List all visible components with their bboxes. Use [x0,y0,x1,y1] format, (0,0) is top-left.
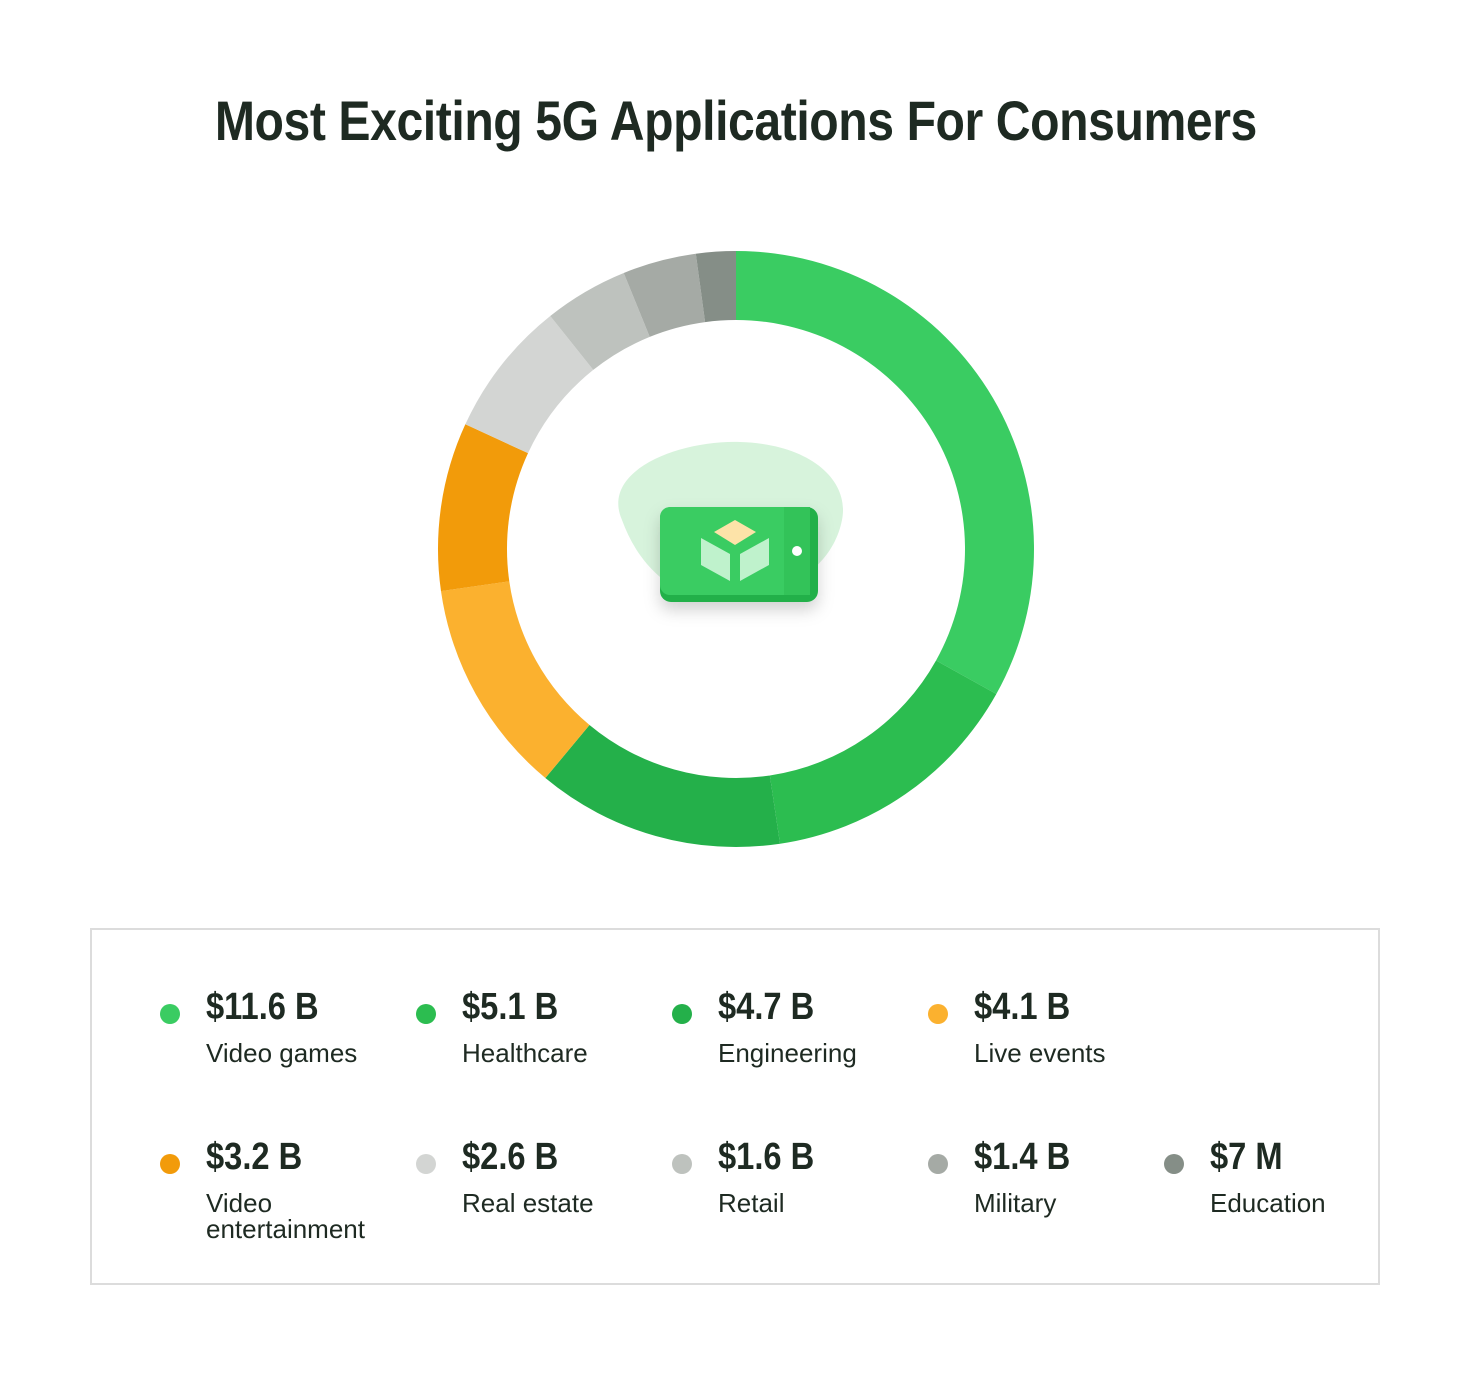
legend-label: Video games [206,1038,358,1068]
donut-segment-retail [550,272,650,370]
legend-label: Education [1210,1188,1326,1218]
legend-dot [416,1154,436,1174]
donut-segment-engineering [545,725,781,847]
legend-value: $2.6 B [462,1136,559,1178]
legend-label: Engineering [718,1038,857,1068]
donut-segment-military [623,253,706,337]
legend-label: Retail [718,1188,785,1218]
legend-dot [1164,1154,1184,1174]
legend-value: $5.1 B [462,986,559,1028]
donut-segment-live-events [440,581,590,779]
legend-value: $7 M [1210,1136,1283,1178]
legend-dot [928,1004,948,1024]
legend-value: $1.6 B [718,1136,815,1178]
legend-value: $4.7 B [718,986,815,1028]
mobile-game-cube-icon [618,441,844,602]
donut-chart [437,251,1034,847]
legend-value: $1.4 B [974,1136,1071,1178]
legend-dot [928,1154,948,1174]
legend-label: Military [974,1188,1057,1218]
legend-dot [672,1154,692,1174]
donut-segment-real-estate [465,315,594,454]
donut-segment-video-entertainment [437,424,529,592]
legend-value: $3.2 B [206,1136,303,1178]
donut-segment-healthcare [769,660,997,844]
chart-title: Most Exciting 5G Applications For Consum… [214,89,1258,152]
legend-label: Real estate [462,1188,594,1218]
donut-segment-video-games [736,251,1034,695]
legend-label: Video entertainment [206,1188,365,1244]
legend-label: Live events [974,1038,1106,1068]
legend-value: $11.6 B [206,986,319,1028]
legend-label: Healthcare [462,1038,588,1068]
legend-dot [672,1004,692,1024]
legend-dot [160,1004,180,1024]
donut-segments [437,251,1034,847]
legend: $11.6 B Video games $5.1 B Healthcare $4.7 B… [90,928,1380,1285]
legend-value: $4.1 B [974,986,1071,1028]
legend-dot [416,1004,436,1024]
donut-segment-education [695,251,736,323]
legend-dot [160,1154,180,1174]
